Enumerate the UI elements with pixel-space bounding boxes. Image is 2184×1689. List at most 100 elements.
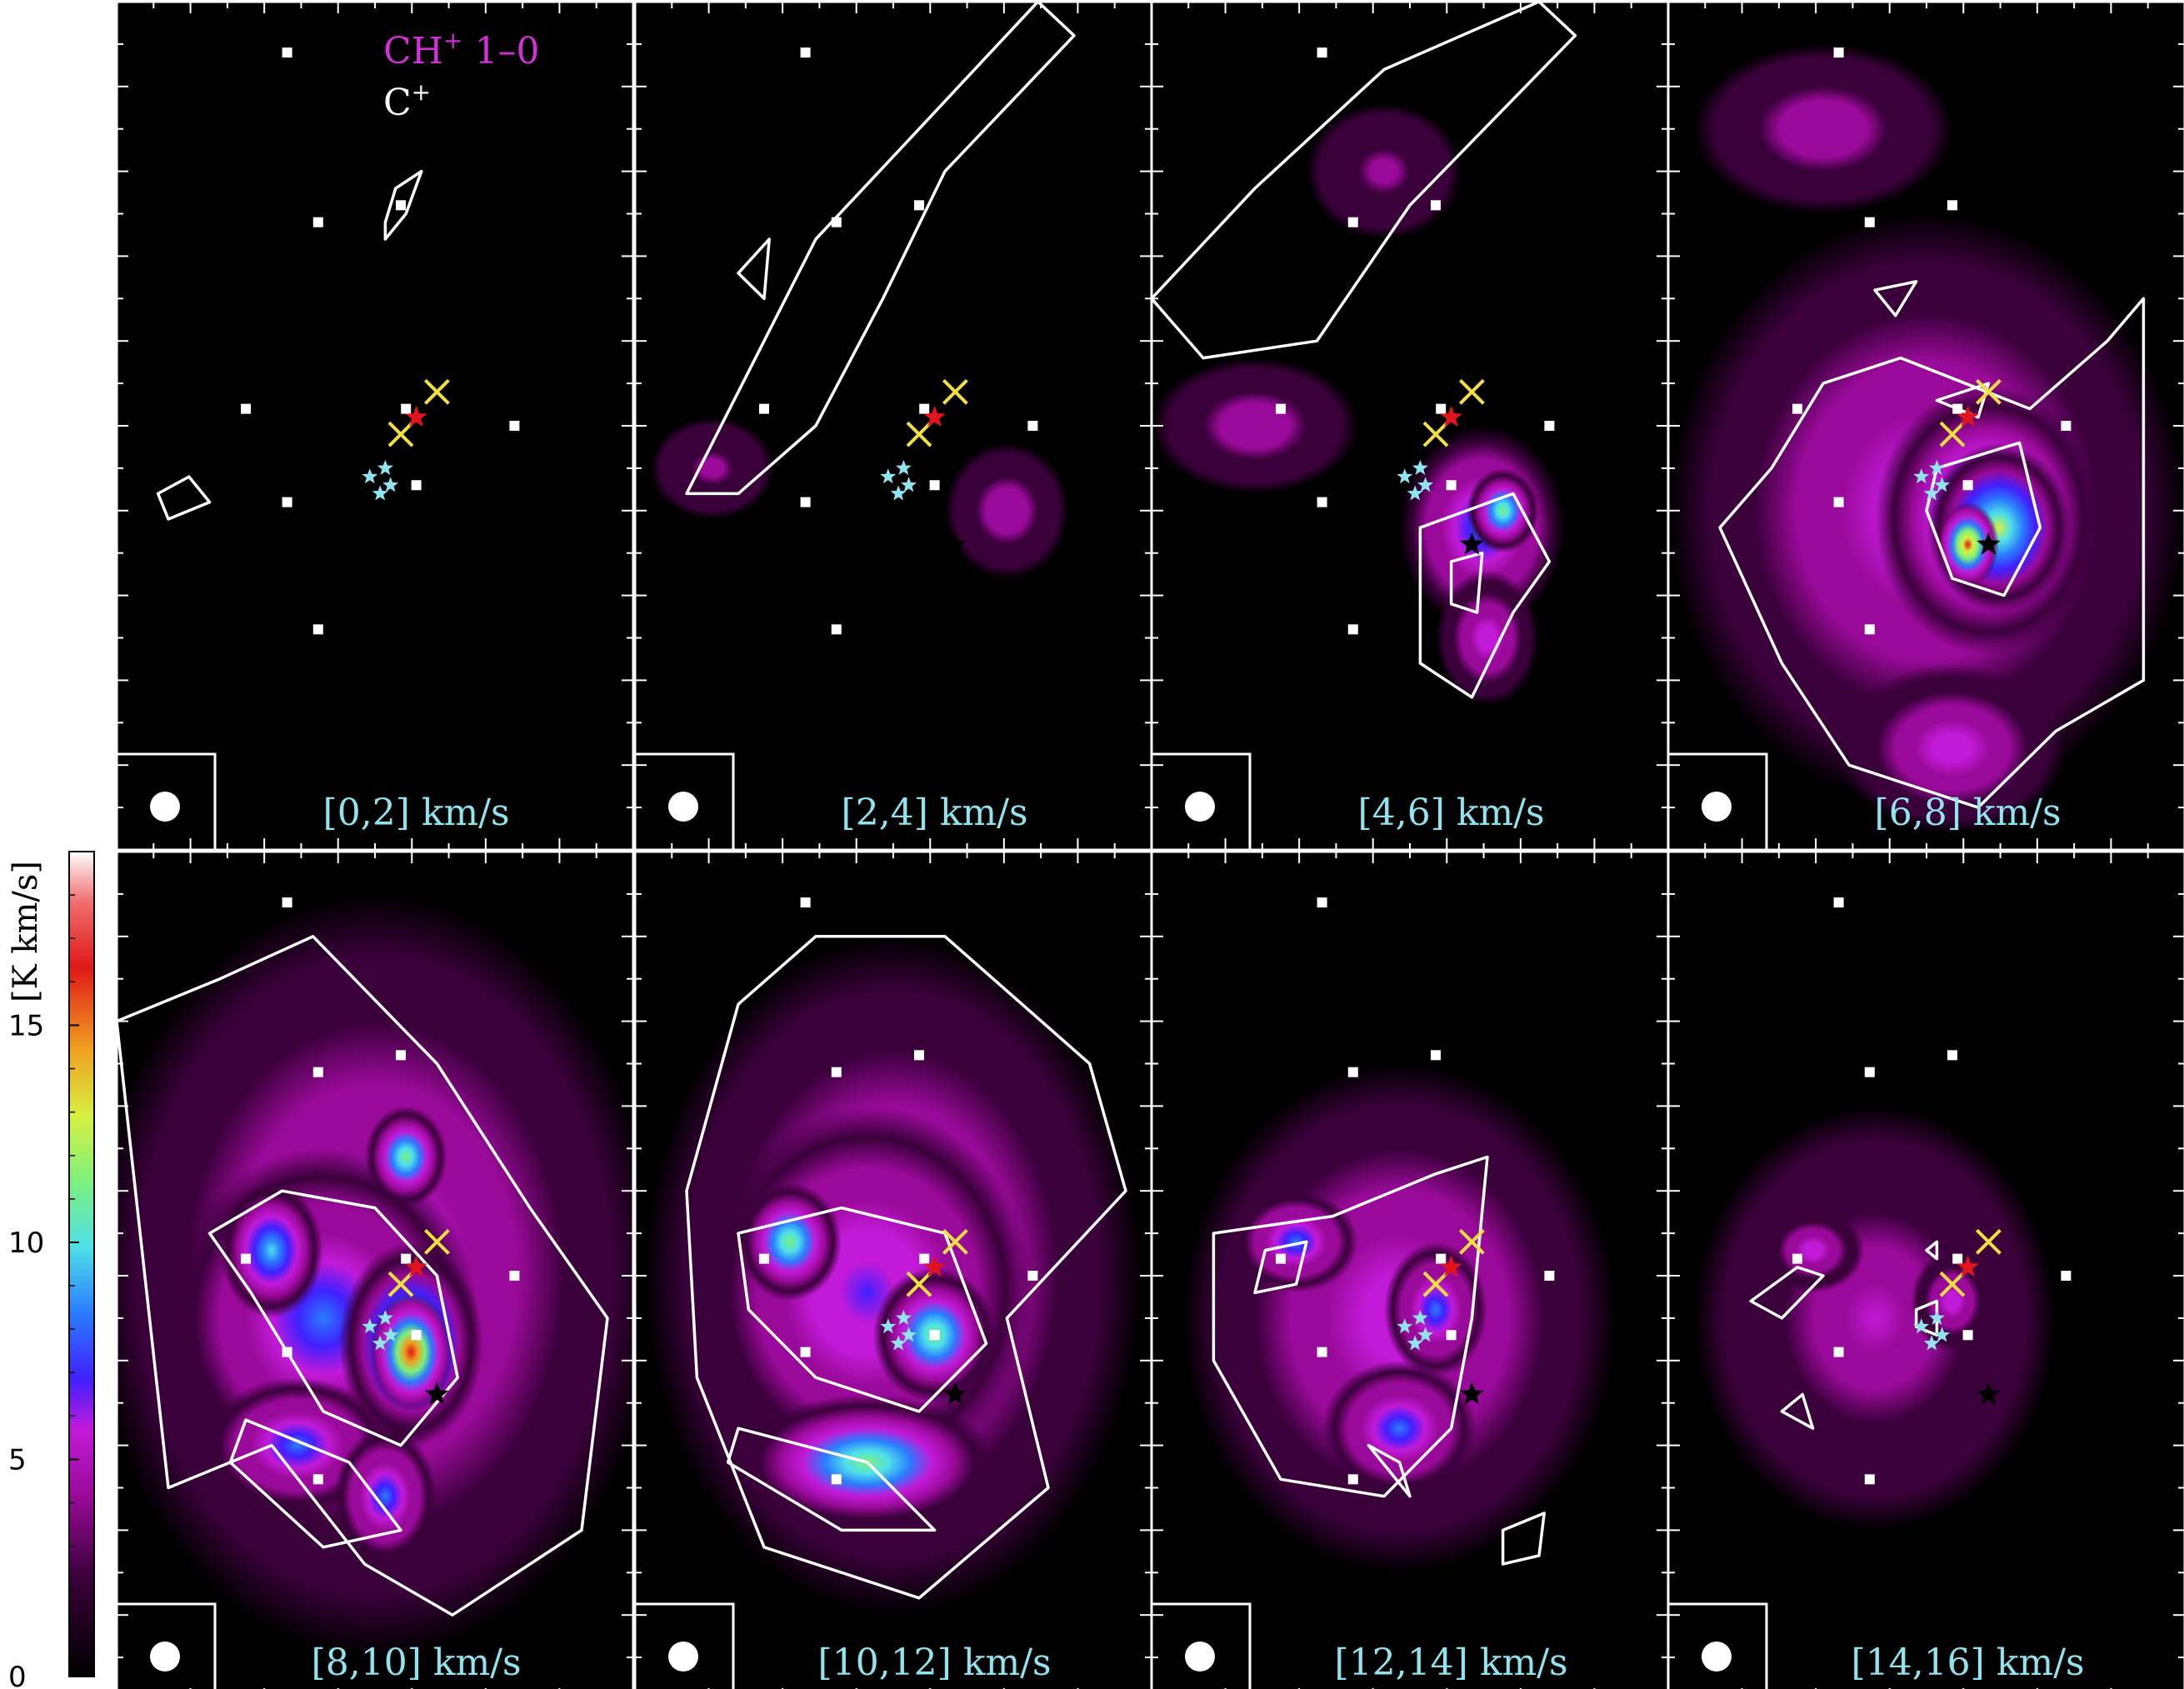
panel-frame <box>1667 0 2184 852</box>
emission-region <box>220 1182 323 1318</box>
emission-region <box>1436 570 1539 706</box>
cyan-star-marker <box>1417 477 1434 492</box>
colorbar: 0 5 10 15 [K km/s] <box>7 851 95 1689</box>
white-square-marker <box>1347 1067 1358 1077</box>
legend-c-plus: C+ <box>383 78 431 124</box>
contour-line <box>1449 551 1484 614</box>
white-square-marker <box>282 47 292 58</box>
beam-circle <box>1185 1642 1215 1672</box>
white-square-marker <box>396 1050 406 1061</box>
white-square-marker <box>312 1474 323 1485</box>
contour-line <box>1925 441 2042 597</box>
contour-line <box>156 475 212 521</box>
white-square-marker <box>2061 421 2072 431</box>
yellow-cross-marker <box>942 1228 968 1255</box>
cyan-star-marker <box>890 485 907 501</box>
white-square-marker <box>929 480 940 491</box>
cyan-star-marker <box>895 459 912 475</box>
yellow-cross-marker <box>1458 1228 1485 1255</box>
white-square-marker <box>831 1474 842 1485</box>
white-square-marker <box>1833 897 1844 908</box>
emission-region <box>1694 43 1952 214</box>
white-square-marker <box>800 497 811 507</box>
emission-region <box>1911 1250 1994 1352</box>
cyan-star-marker <box>901 477 917 492</box>
white-square-marker <box>1431 200 1441 211</box>
white-square-marker <box>1317 47 1327 58</box>
white-square-marker <box>1347 624 1358 635</box>
yellow-cross-marker <box>423 378 450 405</box>
white-square-marker <box>1317 497 1327 507</box>
white-square-marker <box>1864 1067 1875 1077</box>
cyan-star-marker <box>1407 1335 1423 1351</box>
red-star-marker <box>1957 1255 1979 1277</box>
channel-panel: [6,8] km/s <box>1667 0 2184 852</box>
white-square-marker <box>241 403 251 414</box>
white-square-marker <box>1446 480 1457 491</box>
colorbar-tick-label: 5 <box>8 1443 27 1477</box>
white-square-marker <box>800 897 811 908</box>
channel-panel: [0,2] km/s <box>115 0 635 852</box>
panel-ticks <box>1152 852 1668 1689</box>
cyan-star-marker <box>890 1335 907 1351</box>
yellow-cross-marker <box>1422 421 1449 447</box>
white-square-marker <box>1952 1253 1963 1264</box>
yellow-cross-marker <box>423 1228 450 1255</box>
contour-line <box>1780 1392 1815 1430</box>
white-square-marker <box>1962 1330 1973 1341</box>
white-square-marker <box>401 1253 412 1264</box>
cyan-star-marker <box>372 1335 388 1351</box>
panels-grid: [0,2] km/s [2,4] km/s [4,6] km/s [6,8] km/s… <box>115 0 2184 1689</box>
white-square-marker <box>1276 1253 1286 1264</box>
cyan-star-marker <box>377 459 393 475</box>
white-square-marker <box>312 624 323 635</box>
contour-line <box>737 237 771 301</box>
contour-line <box>117 935 609 1617</box>
channel-panel: [8,10] km/s <box>115 850 635 1689</box>
velocity-range-label: [8,10] km/s <box>312 1642 522 1684</box>
channel-panel: [4,6] km/s <box>1150 0 1670 852</box>
black-star-marker <box>1460 1382 1484 1405</box>
yellow-cross-marker <box>1975 1228 2002 1255</box>
panel-background <box>117 2 633 850</box>
white-square-marker <box>1027 421 1038 431</box>
cyan-star-marker <box>1928 1309 1945 1325</box>
contour-line <box>1925 1240 1939 1261</box>
cyan-star-marker <box>1417 1327 1434 1342</box>
velocity-range-label: [10,12] km/s <box>818 1642 1052 1684</box>
cyan-star-marker <box>880 468 897 484</box>
velocity-range-label: [2,4] km/s <box>842 792 1028 834</box>
contour-line <box>1749 1266 1825 1320</box>
cyan-star-marker <box>362 468 378 484</box>
cyan-star-marker <box>1412 1309 1428 1325</box>
emission-region <box>364 1106 447 1208</box>
beam-circle <box>1702 1642 1732 1672</box>
red-star-marker <box>923 1255 946 1277</box>
white-square-marker <box>831 217 842 227</box>
white-square-marker <box>1947 200 1957 211</box>
contour-line <box>1253 1240 1308 1295</box>
contour-line <box>726 1427 937 1532</box>
emission-region <box>1937 502 1999 587</box>
emission-region <box>1152 357 1358 494</box>
white-square-marker <box>312 217 323 227</box>
yellow-cross-marker <box>387 421 414 447</box>
black-star-marker <box>943 1382 967 1405</box>
emission-region <box>369 1292 452 1412</box>
colorbar-label: [K km/s] <box>7 861 45 1002</box>
cyan-star-marker <box>1934 477 1951 492</box>
cyan-star-marker <box>1913 1318 1930 1334</box>
cyan-star-marker <box>1923 485 1940 501</box>
cyan-star-marker <box>1928 459 1945 475</box>
legend-ch-plus: CH+ 1–0 <box>383 27 540 72</box>
contour-line <box>685 2 1076 496</box>
black-star-marker <box>425 1382 449 1405</box>
white-square-marker <box>1833 497 1844 507</box>
white-square-marker <box>1864 624 1875 635</box>
yellow-cross-marker <box>387 1271 414 1297</box>
yellow-cross-marker <box>1422 1271 1449 1297</box>
cyan-star-marker <box>372 485 388 501</box>
beam-circle <box>668 792 698 822</box>
contour-line <box>1914 1299 1939 1337</box>
